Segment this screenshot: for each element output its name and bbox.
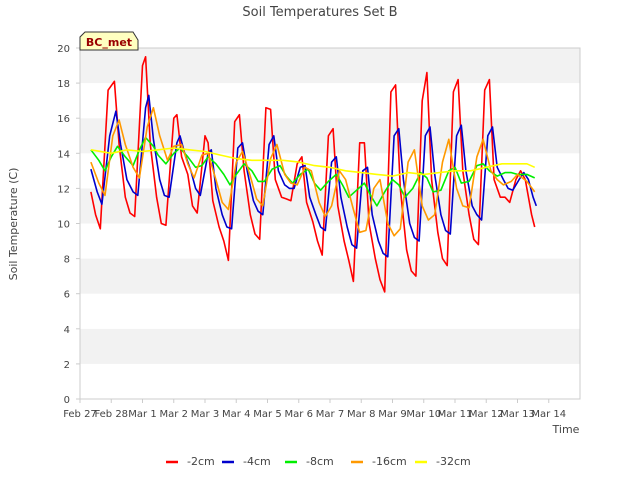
y-tick-label: 4 — [64, 325, 70, 336]
grid-band — [80, 293, 580, 329]
grid-band — [80, 188, 580, 224]
x-tick-label: Feb 27 — [63, 409, 97, 420]
y-tick-label: 16 — [57, 114, 70, 125]
x-tick-label: Mar 9 — [378, 409, 406, 420]
legend-label: -8cm — [306, 455, 334, 468]
legend: -2cm -4cm -8cm -16cm -32cm — [166, 455, 471, 468]
y-tick-label: 20 — [57, 44, 70, 55]
x-tick-label: Feb 28 — [94, 409, 128, 420]
series-line-8cmcm — [90, 136, 536, 207]
series-lines — [90, 55, 538, 293]
y-tick-label: 6 — [64, 290, 70, 301]
station-tag-box — [79, 31, 139, 51]
y-tick-label: 8 — [64, 255, 70, 266]
y-tick-label: 18 — [57, 79, 70, 90]
x-tick-label: Mar 14 — [531, 409, 566, 420]
y-tick-label: 0 — [64, 395, 70, 406]
x-tick-label: Mar 3 — [191, 409, 219, 420]
legend-label: -4cm — [243, 455, 271, 468]
x-tick-label: Mar 1 — [128, 409, 156, 420]
x-axis-label: Time — [552, 423, 580, 436]
x-tick-label: Mar 11 — [438, 409, 473, 420]
x-tick-label: Mar 8 — [347, 409, 375, 420]
x-tick-label: Mar 4 — [222, 409, 250, 420]
x-tick-label: Mar 10 — [406, 409, 441, 420]
series-line-2cmcm — [90, 55, 536, 293]
series-line-16cmcm — [90, 106, 536, 237]
series-line-4cmcm — [90, 94, 538, 258]
grid-band — [80, 48, 580, 84]
y-tick-label: 12 — [57, 184, 70, 195]
legend-label: -16cm — [372, 455, 407, 468]
grid-band — [80, 83, 580, 119]
chart-title: Soil Temperatures Set B — [242, 5, 397, 20]
grid-band — [80, 328, 580, 364]
legend-label: -32cm — [436, 455, 471, 468]
grid-band — [80, 223, 580, 259]
y-tick-label: 2 — [64, 360, 70, 371]
x-tick-label: Mar 12 — [469, 409, 504, 420]
x-tick-label: Mar 5 — [253, 409, 281, 420]
grid-band — [80, 363, 580, 399]
legend-label: -2cm — [187, 455, 215, 468]
x-tick-label: Mar 13 — [500, 409, 535, 420]
series-line-32cmcm — [90, 147, 536, 177]
station-tag-label: BC_met — [86, 36, 132, 49]
x-tick-label: Mar 2 — [160, 409, 188, 420]
y-tick-label: 14 — [57, 149, 70, 160]
x-tick-label: Mar 7 — [316, 409, 344, 420]
y-axis-label: Soil Temperature (C) — [7, 168, 20, 281]
station-tag: BC_met — [79, 31, 139, 51]
y-tick-label: 10 — [57, 220, 70, 231]
grid-band — [80, 258, 580, 294]
y-axis-ticks: 0 2 4 6 8 10 12 14 16 18 20 — [57, 44, 80, 406]
plot-bands — [80, 48, 580, 399]
x-tick-label: Mar 6 — [285, 409, 313, 420]
